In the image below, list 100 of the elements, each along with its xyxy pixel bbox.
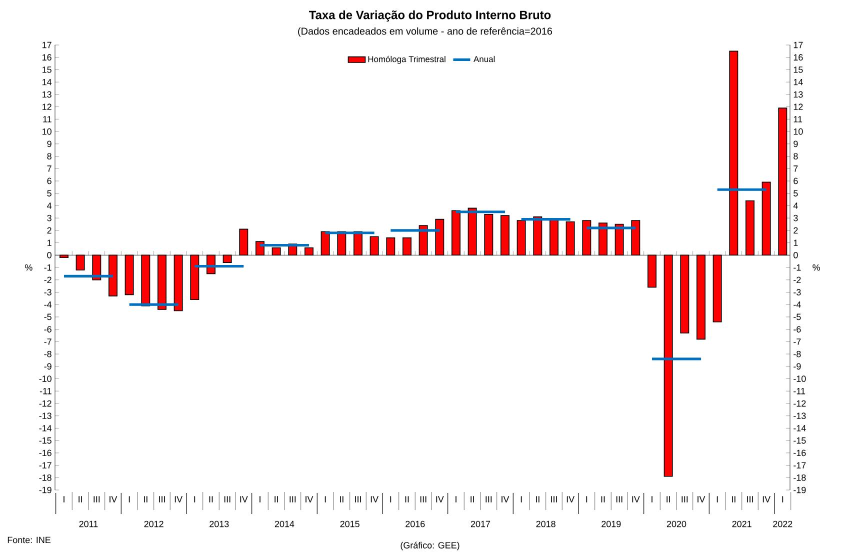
x-tick-label: II xyxy=(144,496,148,502)
y-tick-label: 1 xyxy=(48,240,52,246)
y-axis-title: % xyxy=(25,264,32,271)
y2-tick-label: 10 xyxy=(794,128,803,135)
legend-label: Anual xyxy=(474,56,495,62)
y-tick-label: 3 xyxy=(47,214,52,222)
y-tick-label: 14 xyxy=(42,78,52,86)
y-tick-label: -7 xyxy=(44,338,52,345)
x-tick-label: IV xyxy=(306,496,314,502)
y2-tick-label: -17 xyxy=(794,462,806,468)
y2-tick-label: -2 xyxy=(794,276,801,283)
x-tick-label: I xyxy=(390,496,392,502)
y2-tick-label: 8 xyxy=(794,153,798,160)
x-tick-label: IV xyxy=(762,496,771,502)
x-tick-label: II xyxy=(536,496,540,502)
y-tick-label: -10 xyxy=(39,376,52,382)
x-tick-label: III xyxy=(486,496,492,502)
y-tick-label: -5 xyxy=(44,314,52,320)
x-tick-label: IV xyxy=(632,496,640,502)
y-tick-label: -3 xyxy=(44,289,52,296)
y2-tick-label: -5 xyxy=(794,314,801,320)
x-tick-label: III xyxy=(94,496,100,502)
x-tick-label: III xyxy=(355,496,361,502)
chart-title: Taxa de Variação do Produto Interno Bruto xyxy=(309,10,551,22)
y2-tick-label: -9 xyxy=(794,363,801,370)
y2-tick-label: -6 xyxy=(794,326,801,332)
x-tick-label: IV xyxy=(174,496,183,502)
x-tick-label: I xyxy=(324,496,326,502)
y2-tick-label: 7 xyxy=(794,166,798,172)
y2-tick-label: -16 xyxy=(794,450,806,456)
y-tick-label: 4 xyxy=(47,202,52,209)
x-tick-label: I xyxy=(586,496,588,502)
y-tick-label: 6 xyxy=(47,178,52,184)
y2-tick-label: -12 xyxy=(794,400,806,407)
x-tick-label: II xyxy=(340,496,344,502)
text: 2017 xyxy=(470,520,490,528)
x-tick-label: II xyxy=(274,496,278,502)
y-tick-label: 2 xyxy=(47,227,52,234)
text: (Gráfico: GEE) xyxy=(400,542,460,550)
y-tick-label: 8 xyxy=(47,153,52,160)
x-tick-label: III xyxy=(551,496,557,502)
y2-tick-label: -11 xyxy=(794,388,806,394)
y2-axis-title: % xyxy=(812,264,820,271)
y-tick-label: -8 xyxy=(44,350,52,358)
y-tick-label: 16 xyxy=(42,54,52,61)
y2-tick-label: 16 xyxy=(794,54,803,61)
y2-tick-label: -13 xyxy=(794,412,806,420)
text: 2021 xyxy=(732,520,752,528)
x-tick-label: III xyxy=(159,496,165,502)
source-note: Fonte: INE xyxy=(8,536,50,544)
y2-tick-label: -15 xyxy=(794,437,806,444)
y-tick-label: -19 xyxy=(39,486,52,494)
y-tick-label: 7 xyxy=(47,166,52,172)
text: 2019 xyxy=(602,520,621,528)
y2-tick-label: 3 xyxy=(794,214,798,222)
x-tick-label: I xyxy=(128,496,130,502)
y-tick-label: -6 xyxy=(44,326,52,332)
y2-tick-label: -3 xyxy=(794,289,801,296)
x-tick-label: IV xyxy=(566,496,575,502)
y2-tick-label: 0 xyxy=(794,252,798,258)
y-tick-label: 11 xyxy=(43,116,52,122)
y2-tick-label: 2 xyxy=(794,227,798,234)
x-tick-label: IV xyxy=(502,496,510,502)
y-tick-label: 12 xyxy=(42,104,52,110)
y2-tick-label: 12 xyxy=(794,104,803,110)
y-tick-label: -17 xyxy=(39,462,52,468)
text: 2016 xyxy=(406,520,425,528)
y-tick-label: 17 xyxy=(42,42,52,48)
y-tick-label: 5 xyxy=(47,190,52,196)
x-tick-label: II xyxy=(78,496,82,502)
y2-tick-label: -18 xyxy=(794,474,806,481)
y2-tick-label: -10 xyxy=(794,376,806,382)
x-tick-label: III xyxy=(682,496,688,502)
y2-tick-label: 11 xyxy=(794,116,802,122)
x-tick-label: IV xyxy=(698,496,706,502)
x-tick-label: IV xyxy=(110,496,118,502)
x-tick-label: I xyxy=(782,496,784,502)
y-tick-label: -16 xyxy=(39,450,52,456)
y-tick-label: -13 xyxy=(39,412,52,420)
y2-tick-label: 13 xyxy=(794,91,803,98)
x-tick-label: III xyxy=(420,496,426,502)
y-tick-label: 10 xyxy=(42,128,52,135)
x-tick-label: IV xyxy=(240,496,248,502)
x-tick-label: II xyxy=(470,496,474,502)
y-tick-label: 15 xyxy=(42,66,52,73)
y2-tick-label: 5 xyxy=(794,190,798,196)
y2-tick-label: 9 xyxy=(794,140,798,148)
text: 2013 xyxy=(210,520,229,528)
text: 2011 xyxy=(79,520,98,528)
y-tick-label: -12 xyxy=(39,400,52,407)
text: 2015 xyxy=(340,520,360,528)
text: 2018 xyxy=(536,520,556,528)
x-tick-label: I xyxy=(716,496,718,502)
y-tick-label: -15 xyxy=(39,437,52,444)
text: 2020 xyxy=(666,520,686,528)
x-tick-label: I xyxy=(520,496,522,502)
x-tick-label: II xyxy=(209,496,213,502)
y2-tick-label: -8 xyxy=(794,350,801,358)
x-tick-label: II xyxy=(405,496,409,502)
x-tick-label: IV xyxy=(370,496,379,502)
